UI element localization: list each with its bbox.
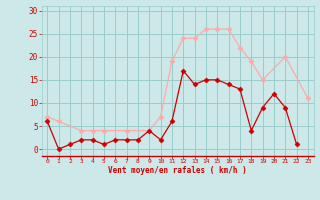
X-axis label: Vent moyen/en rafales ( km/h ): Vent moyen/en rafales ( km/h ): [108, 166, 247, 175]
